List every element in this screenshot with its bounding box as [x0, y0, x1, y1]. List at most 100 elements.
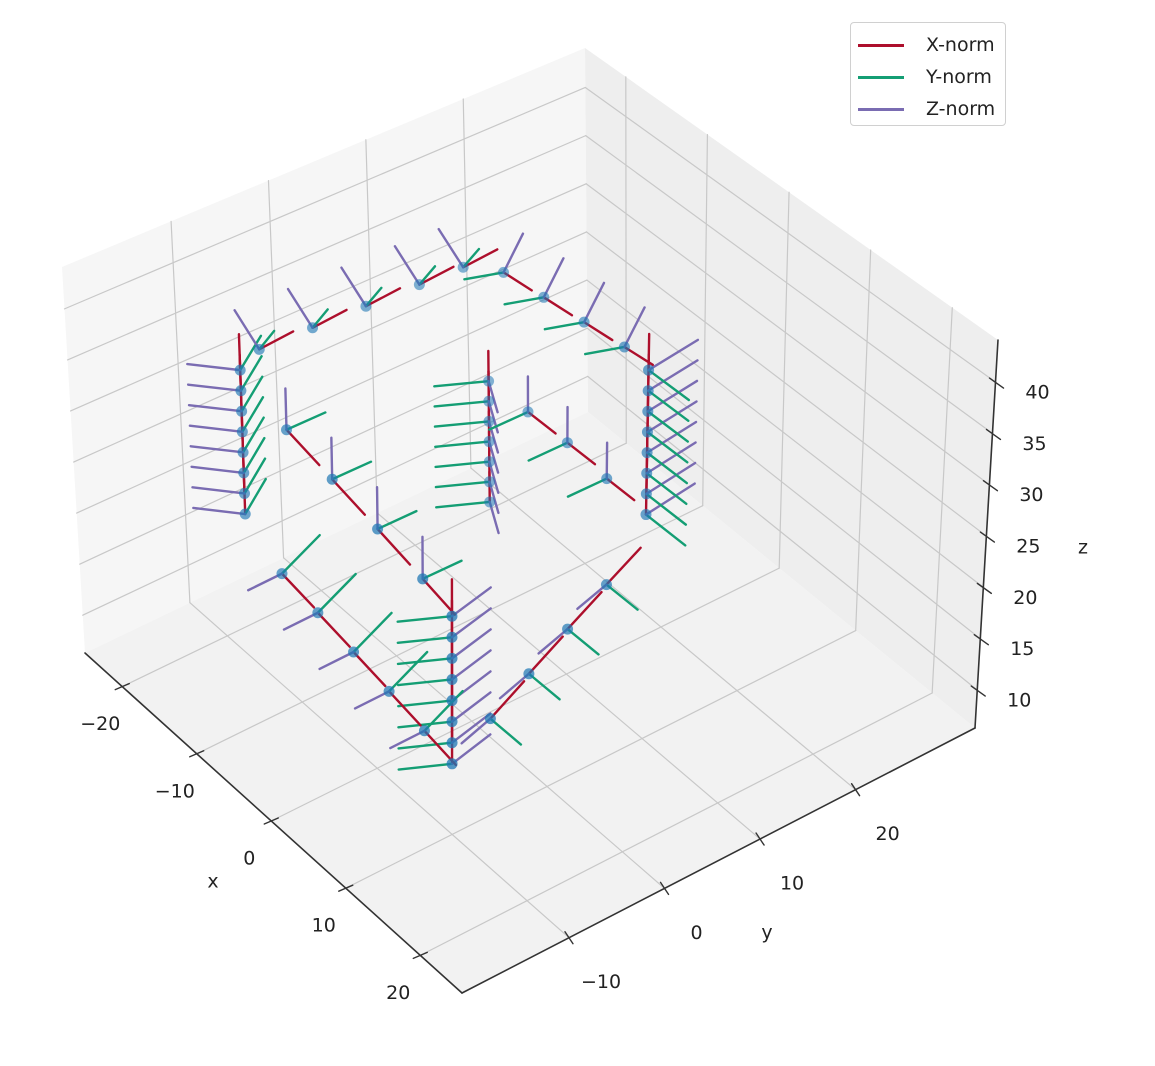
- x-norm-vector: [387, 690, 422, 727]
- data-point: [281, 424, 293, 436]
- legend-entry-z-norm: Z-norm: [851, 93, 1005, 125]
- pane-floor: [85, 412, 975, 993]
- z-axis-line: [974, 339, 999, 729]
- z-tick-mark: [973, 633, 989, 646]
- y-norm-vector: [240, 375, 264, 413]
- z-norm-vector: [233, 309, 261, 351]
- y-norm-vector: [646, 430, 689, 464]
- grid-line-side-z: [69, 183, 587, 412]
- data-point: [312, 607, 324, 619]
- data-point: [600, 579, 612, 591]
- legend-swatch-y-norm: [858, 75, 904, 79]
- grid-line-side-z: [66, 135, 587, 361]
- y-norm-vector: [376, 509, 418, 531]
- z-tick-label: 40: [1025, 382, 1049, 404]
- y-norm-vector: [238, 334, 263, 372]
- z-norm-vector: [437, 227, 465, 269]
- y-norm-vector: [584, 345, 626, 356]
- data-point: [446, 695, 458, 707]
- y-tick-label: 20: [875, 823, 899, 845]
- y-norm-vector: [566, 477, 608, 498]
- data-point: [360, 300, 372, 312]
- y-norm-vector: [285, 411, 327, 431]
- z-norm-vector: [582, 281, 606, 324]
- z-norm-vector: [340, 266, 368, 308]
- y-norm-vector: [647, 368, 691, 402]
- y-norm-vector: [433, 379, 490, 388]
- z-norm-vector: [498, 672, 531, 700]
- data-point: [446, 758, 458, 770]
- grid-line-floor-x: [121, 442, 627, 688]
- data-point: [276, 568, 288, 580]
- z-norm-vector: [576, 583, 608, 611]
- grid-line-floor-x: [345, 629, 857, 889]
- data-point: [640, 509, 652, 521]
- x-tick-label: −10: [155, 780, 195, 802]
- grid-line-back-x: [702, 133, 709, 507]
- data-point: [522, 406, 534, 418]
- z-norm-vector: [450, 586, 492, 618]
- y-norm-vector: [330, 460, 373, 481]
- data-point: [601, 473, 613, 485]
- x-norm-vector: [285, 428, 321, 467]
- legend: X-norm Y-norm Z-norm: [850, 22, 1006, 126]
- z-tick-label: 20: [1013, 587, 1037, 609]
- grid-line-side-y: [462, 98, 472, 469]
- y-norm-vector: [527, 672, 561, 701]
- data-point: [484, 713, 496, 725]
- data-point: [348, 646, 360, 658]
- data-point: [523, 668, 535, 680]
- z-norm-vector: [542, 257, 565, 299]
- y-norm-vector: [433, 420, 491, 428]
- x-norm-vector: [605, 477, 636, 502]
- y-norm-vector: [396, 657, 454, 666]
- z-tick-label: 35: [1022, 433, 1046, 455]
- data-point: [640, 488, 652, 500]
- grid-line-side-z: [63, 86, 586, 310]
- x-norm-vector: [316, 611, 351, 648]
- z-norm-vector: [450, 607, 492, 639]
- z-norm-vector: [450, 712, 492, 744]
- data-point: [446, 631, 458, 643]
- y-norm-vector: [397, 741, 454, 750]
- grid-line-side-y: [267, 179, 285, 559]
- grid-line-side-y: [170, 220, 191, 604]
- y-norm-vector: [387, 650, 429, 693]
- grid-line-back-z: [585, 183, 991, 486]
- z-norm-vector: [191, 486, 246, 495]
- grid-line-floor-x: [419, 692, 933, 956]
- z-tick-mark: [982, 480, 999, 492]
- legend-label: Z-norm: [926, 98, 996, 120]
- x-axis-line: [84, 652, 463, 994]
- legend-entry-x-norm: X-norm: [851, 29, 1005, 61]
- z-norm-vector: [646, 359, 699, 392]
- z-norm-vector: [460, 717, 492, 745]
- y-norm-vector: [488, 410, 530, 431]
- y-norm-vector: [433, 400, 490, 408]
- x-norm-vector: [330, 478, 366, 516]
- x-norm-vector: [527, 635, 564, 675]
- data-point: [483, 415, 495, 427]
- data-point: [643, 364, 655, 376]
- data-point: [383, 685, 395, 697]
- x-tick-mark: [412, 951, 428, 960]
- data-point: [538, 291, 550, 303]
- data-point: [238, 467, 250, 479]
- grid-line-side-z: [79, 327, 588, 565]
- y-norm-vector: [421, 559, 463, 581]
- y-norm-vector: [543, 320, 586, 331]
- data-point: [618, 341, 630, 353]
- grid-line-back-x: [931, 307, 953, 694]
- data-point: [483, 436, 495, 448]
- x-norm-vector: [376, 527, 412, 566]
- data-point: [417, 573, 429, 585]
- z-tick-label: 10: [1007, 690, 1031, 712]
- z-norm-vector: [645, 461, 697, 496]
- y-norm-vector: [396, 678, 454, 687]
- z-tick-label: 30: [1019, 484, 1043, 506]
- z-tick-mark: [970, 685, 986, 697]
- grid-line-back-z: [586, 327, 981, 640]
- x-norm-vector: [489, 680, 526, 720]
- y-norm-vector: [646, 410, 690, 443]
